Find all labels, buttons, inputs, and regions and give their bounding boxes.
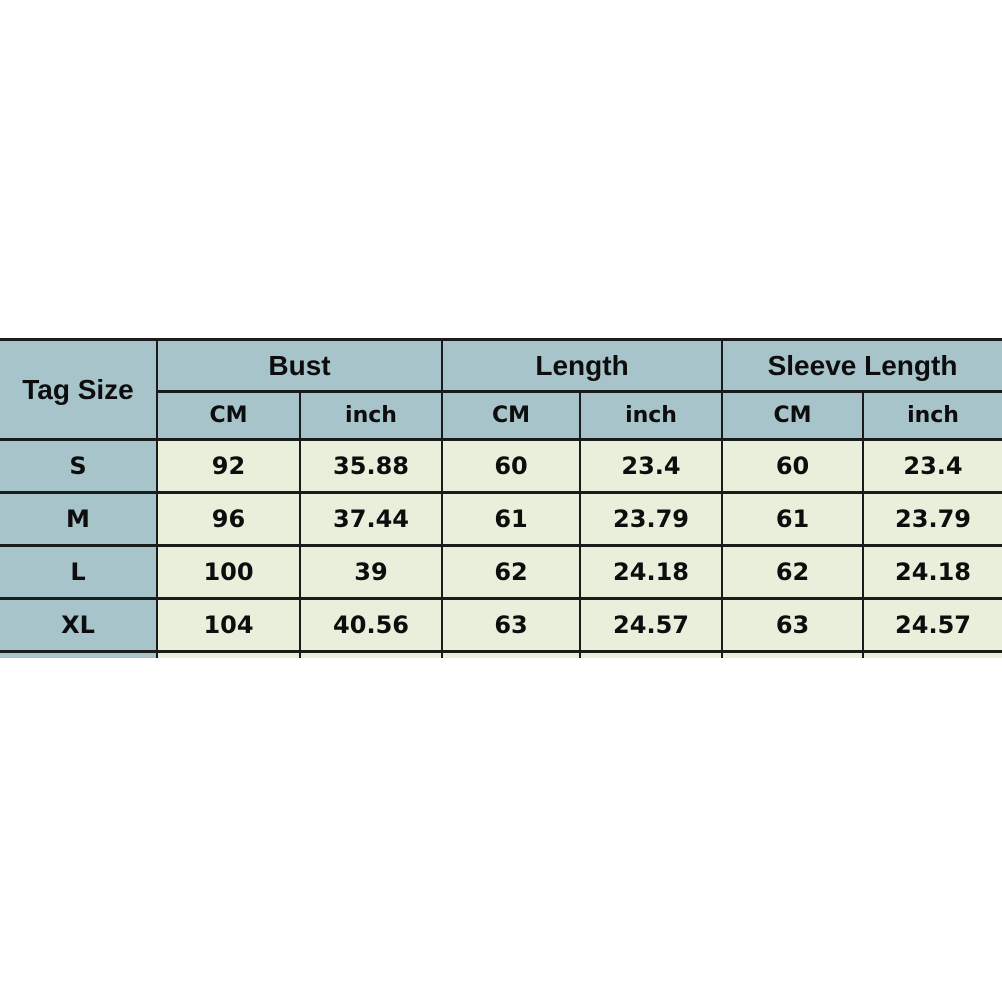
table-row-m: M 96 37.44 61 23.79 61 23.79 <box>0 491 1002 547</box>
header-unit-row: CM inch CM inch CM inch <box>0 390 1002 441</box>
table-row-xl: XL 104 40.56 63 24.57 63 24.57 <box>0 597 1002 653</box>
table-cell: 63 <box>441 597 582 653</box>
table-cell: 63 <box>721 597 865 653</box>
table-cell: 60 <box>721 438 865 494</box>
table-cell: 24.57 <box>862 597 1002 653</box>
size-label: L <box>0 544 158 600</box>
table-cell: 39 <box>298 544 444 600</box>
table-row-s: S 92 35.88 60 23.4 60 23.4 <box>0 438 1002 494</box>
table-cell: 62 <box>721 544 865 600</box>
table-cell: 100 <box>156 544 301 600</box>
table-cell: 40.56 <box>298 597 444 653</box>
table-cell: 61 <box>721 491 865 547</box>
table-cell: 24.57 <box>579 597 724 653</box>
table-cell: 60 <box>441 438 582 494</box>
header-length-inch: inch <box>579 390 724 441</box>
header-length-cm: CM <box>441 390 582 441</box>
table-cell: 23.79 <box>862 491 1002 547</box>
header-bust: Bust <box>155 338 444 393</box>
table-cell: 35.88 <box>298 438 444 494</box>
table-cell: 92 <box>156 438 301 494</box>
header-tag-size: Tag Size <box>0 338 158 441</box>
table-cell <box>0 650 158 658</box>
table-cell <box>862 650 1002 658</box>
size-label: XL <box>0 597 158 653</box>
table-cell: 104 <box>156 597 301 653</box>
table-cell: 37.44 <box>298 491 444 547</box>
table-cell: 61 <box>441 491 582 547</box>
header-sleeve-inch: inch <box>862 390 1002 441</box>
header-length: Length <box>441 338 724 393</box>
size-chart-table: Tag Size Bust Length Sleeve Length CM in… <box>0 338 1002 658</box>
table-cell <box>441 650 582 658</box>
table-cell <box>298 650 444 658</box>
table-cell <box>156 650 301 658</box>
table-cell: 23.4 <box>862 438 1002 494</box>
table-cell: 23.4 <box>579 438 724 494</box>
size-label: S <box>0 438 158 494</box>
table-cell <box>721 650 865 658</box>
table-cell: 24.18 <box>862 544 1002 600</box>
size-label: M <box>0 491 158 547</box>
header-bust-cm: CM <box>157 390 301 441</box>
header-group-row: Tag Size Bust Length Sleeve Length <box>0 338 1002 441</box>
table-cell <box>579 650 724 658</box>
table-cell: 96 <box>156 491 301 547</box>
header-bust-inch: inch <box>298 390 444 441</box>
table-cell: 23.79 <box>579 491 724 547</box>
table-row-cropped <box>0 650 1002 658</box>
table-cell: 62 <box>441 544 582 600</box>
table-row-l: L 100 39 62 24.18 62 24.18 <box>0 544 1002 600</box>
table-cell: 24.18 <box>579 544 724 600</box>
header-sleeve-length: Sleeve Length <box>721 338 1002 393</box>
header-sleeve-cm: CM <box>721 390 865 441</box>
